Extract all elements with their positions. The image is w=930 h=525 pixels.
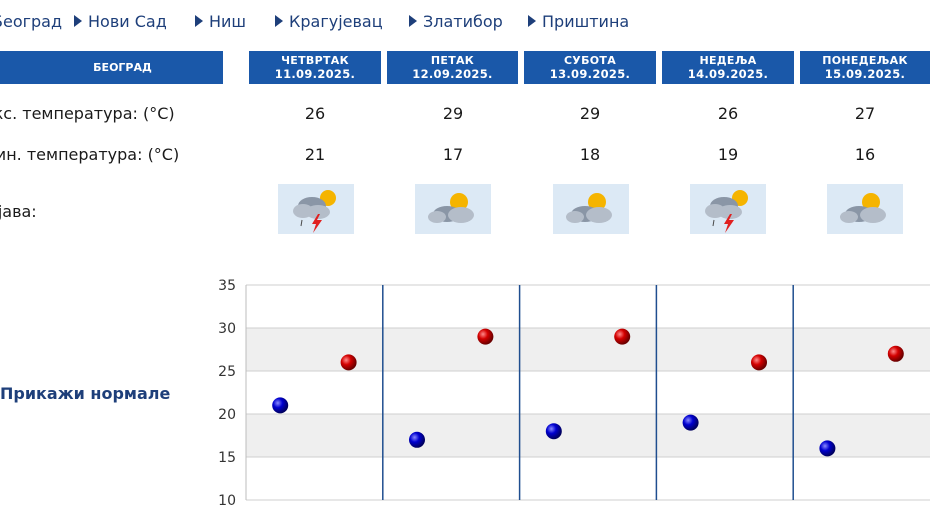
y-tick-label: 10 [218,493,236,509]
city-link-label: Нови Сад [88,11,167,31]
city-link-label: Ниш [209,11,247,31]
day-name: ПОНЕДЕЉАК [822,54,908,67]
day-date: 15.09.2025. [824,67,906,81]
header-day-2: ПЕТАК 12.09.2025. [387,51,518,84]
chart-bands [246,328,930,457]
header-day-5: ПОНЕДЕЉАК 15.09.2025. [800,51,930,84]
city-link-kragujevac[interactable]: Крагујевац [275,11,383,31]
chart-band [246,414,930,457]
chart-yaxis: 35 30 25 20 15 10 [218,278,247,509]
city-link-zlatibor[interactable]: Златибор [409,11,503,31]
city-link-label: Приштина [542,11,630,31]
city-link-label: Златибор [423,11,503,31]
header-day-1: ЧЕТВРТАК 11.09.2025. [249,51,381,84]
header-day-4: НЕДЕЉА 14.09.2025. [662,51,794,84]
arrow-right-icon [409,15,417,27]
day-date: 12.09.2025. [412,67,493,81]
header-city: БЕОГРАД [0,51,223,84]
y-tick-label: 20 [218,407,236,423]
city-link-nis[interactable]: Ниш [195,11,246,31]
max-temp-point [614,328,631,345]
arrow-right-icon [275,15,283,27]
max-temp-value: 26 [304,104,326,123]
min-temp-value: 19 [717,145,739,164]
max-temp-point [477,328,494,345]
min-temp-point [682,414,699,431]
city-nav: Београд Нови Сад Ниш Крагујевац Златибор… [0,0,930,42]
day-name: НЕДЕЉА [699,54,757,67]
chart-points [272,328,904,457]
day-date: 11.09.2025. [274,67,356,81]
max-temp-point [887,345,904,362]
city-link-pristina[interactable]: Приштина [528,11,629,31]
chart-dividers [382,285,794,500]
day-date: 13.09.2025. [549,67,631,81]
min-temp-point [409,431,425,448]
min-temp-point [545,423,562,440]
city-link-label: Београд [0,11,63,31]
day-name: ЧЕТВРТАК [281,54,349,67]
day-name: СУБОТА [563,54,617,67]
city-link-novi-sad[interactable]: Нови Сад [74,11,167,31]
max-temp-point [340,354,357,371]
arrow-right-icon [74,15,82,27]
day-name: ПЕТАК [430,54,475,67]
partly-cloudy-icon [415,184,491,234]
day-date: 14.09.2025. [687,67,769,81]
arrow-right-icon [195,15,203,27]
min-temp-value: 21 [304,145,326,164]
y-tick-label: 35 [218,278,236,294]
partly-cloudy-icon [827,184,903,234]
y-tick-label: 25 [218,364,236,380]
thunderstorm-icon [278,184,354,234]
max-temp-value: 26 [717,104,739,123]
conditions-label: Појава: [0,202,37,221]
city-link-beograd[interactable]: Београд [0,11,62,31]
min-temp-label: Мин. температура: (°C) [0,145,180,164]
max-temp-value: 27 [854,104,876,123]
y-tick-label: 15 [218,450,236,466]
max-temp-label: Макс. температура: (°C) [0,104,175,123]
max-temp-point [751,354,767,371]
min-temp-value: 16 [854,145,876,164]
min-temp-value: 17 [442,145,464,164]
partly-cloudy-icon [553,184,629,234]
max-temp-value: 29 [442,104,464,123]
min-temp-point [819,440,836,457]
chart-band [246,328,930,371]
temperature-chart: 35 30 25 20 15 10 [218,278,930,509]
header-day-3: СУБОТА 13.09.2025. [524,51,656,84]
min-temp-value: 18 [579,145,601,164]
forecast-header: БЕОГРАД ЧЕТВРТАК 11.09.2025. ПЕТАК 12.09… [0,51,930,84]
min-temp-point [272,397,289,414]
show-normals-link[interactable]: Прикажи нормале [0,384,171,403]
thunderstorm-icon [690,184,766,234]
y-tick-label: 30 [218,321,236,337]
chart-gridlines [246,284,930,501]
arrow-right-icon [528,15,536,27]
max-temp-value: 29 [579,104,601,123]
city-link-label: Крагујевац [289,11,383,31]
